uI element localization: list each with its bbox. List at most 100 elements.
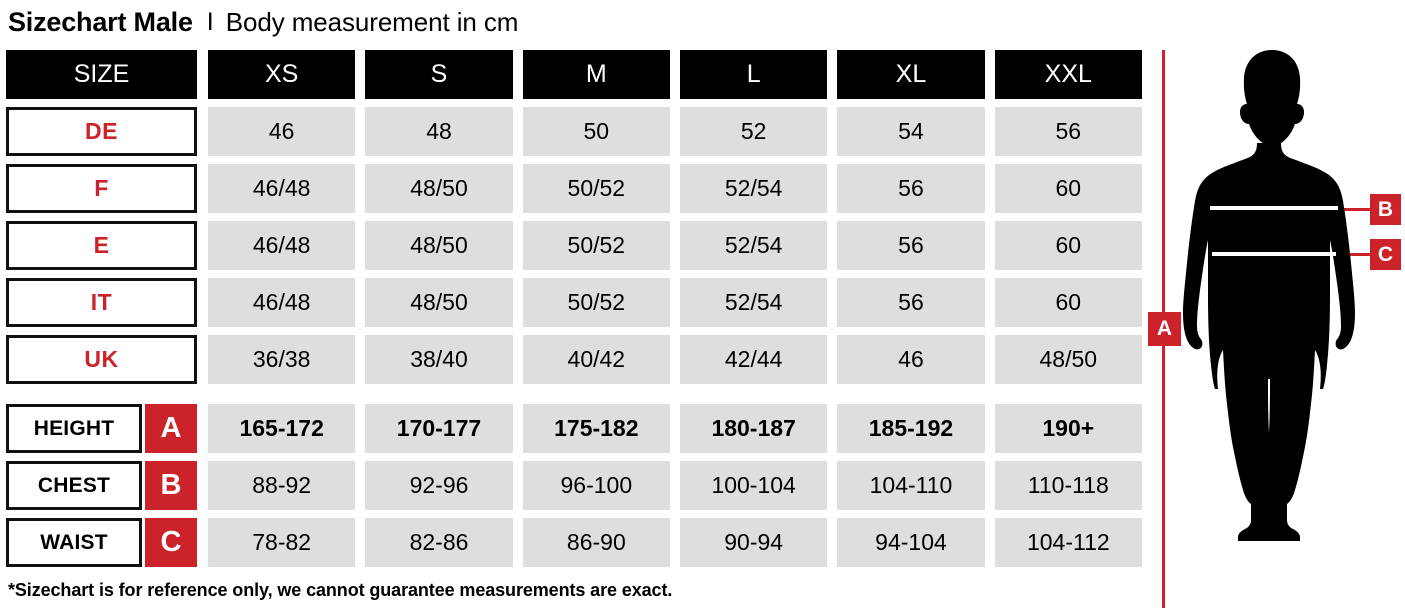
column-gap [985,404,995,453]
title-main-text: Sizechart Male [8,6,193,37]
header-cell-size: SIZE [6,50,197,99]
table-cell: 48/50 [994,335,1142,384]
row-label-uk: UK [6,335,197,384]
waist-leader-line [1344,253,1372,256]
height-badge-a: A [1148,312,1181,346]
table-row: UK 36/38 38/40 40/42 42/44 46 48/50 [6,335,1142,384]
table-cell: 185-192 [837,404,985,453]
column-gap [670,518,680,567]
table-cell: 56 [837,221,985,270]
chest-leader-line [1344,208,1372,211]
table-cell: 110-118 [994,461,1142,510]
column-gap [355,50,365,99]
table-cell: 52 [679,107,828,156]
column-gap [197,404,208,453]
header-cell-size-s: S [365,50,513,99]
table-cell: 60 [994,221,1142,270]
body-figure-panel: A B C [1148,0,1405,615]
table-cell: 60 [994,278,1142,327]
table-cell: 54 [837,107,985,156]
column-gap [670,335,680,384]
column-gap [513,107,523,156]
table-cell: 94-104 [837,518,985,567]
table-cell: 96-100 [522,461,670,510]
table-cell: 82-86 [365,518,513,567]
column-gap [827,278,837,327]
header-cell-size-l: L [679,50,828,99]
column-gap [985,278,995,327]
column-gap [827,50,837,99]
table-cell: 42/44 [679,335,828,384]
row-label-f: F [6,164,197,213]
table-row: E 46/48 48/50 50/52 52/54 56 60 [6,221,1142,270]
column-gap [670,107,680,156]
header-cell-size-xs: XS [208,50,356,99]
column-gap [670,221,680,270]
column-gap [513,164,523,213]
column-gap [827,404,837,453]
table-cell: 46 [837,335,985,384]
column-gap [513,221,523,270]
table-cell: 50/52 [522,221,670,270]
column-gap [670,404,680,453]
column-gap [355,335,365,384]
column-gap [827,518,837,567]
table-cell: 50 [522,107,670,156]
table-row: CHEST B 88-92 92-96 96-100 100-104 104-110 110-… [6,461,1142,510]
column-gap [355,461,365,510]
table-cell: 48/50 [365,164,513,213]
measurement-label-cell: CHEST B [6,461,197,510]
column-gap [355,221,365,270]
table-cell: 86-90 [522,518,670,567]
table-cell: 92-96 [365,461,513,510]
table-cell: 175-182 [522,404,670,453]
table-cell: 52/54 [679,221,828,270]
table-row: IT 46/48 48/50 50/52 52/54 56 60 [6,278,1142,327]
male-body-silhouette-icon [1183,50,1355,541]
column-gap [985,461,995,510]
column-gap [197,50,208,99]
table-cell: 52/54 [679,278,828,327]
table-row: DE 46 48 50 52 54 56 [6,107,1142,156]
column-gap [197,278,208,327]
table-cell: 48/50 [365,221,513,270]
row-label-e: E [6,221,197,270]
sizechart-table: SIZE XS S M L XL XXL DE 46 48 50 52 54 56 F 46/48 48/50 5… [6,50,1142,570]
table-cell: 56 [837,278,985,327]
column-gap [355,107,365,156]
measurement-badge-c: C [145,518,197,567]
measurement-badge-a: A [145,404,197,453]
table-cell: 46/48 [208,164,356,213]
measurement-label-cell: WAIST C [6,518,197,567]
row-label-de: DE [6,107,197,156]
table-cell: 56 [994,107,1142,156]
column-gap [985,518,995,567]
title-subtitle-text: Body measurement in cm [225,6,519,37]
column-gap [670,278,680,327]
row-label-it: IT [6,278,197,327]
header-cell-size-xxl: XXL [994,50,1142,99]
column-gap [513,461,523,510]
table-cell: 170-177 [365,404,513,453]
row-label-waist: WAIST [6,518,142,567]
table-cell: 48 [365,107,513,156]
table-cell: 190+ [994,404,1142,453]
row-label-height: HEIGHT [6,404,142,453]
table-row: HEIGHT A 165-172 170-177 175-182 180-187 185-1… [6,404,1142,453]
column-gap [513,50,523,99]
chest-badge-b: B [1370,194,1401,225]
title-separator: I [206,7,214,36]
waist-badge-c: C [1370,239,1401,270]
column-gap [197,461,208,510]
column-gap [827,107,837,156]
row-label-chest: CHEST [6,461,142,510]
table-row: WAIST C 78-82 82-86 86-90 90-94 94-104 104-112 [6,518,1142,567]
table-cell: 52/54 [679,164,828,213]
table-cell: 46/48 [208,221,356,270]
column-gap [197,107,208,156]
column-gap [513,335,523,384]
column-gap [827,335,837,384]
column-gap [985,164,995,213]
table-cell: 60 [994,164,1142,213]
column-gap [827,164,837,213]
